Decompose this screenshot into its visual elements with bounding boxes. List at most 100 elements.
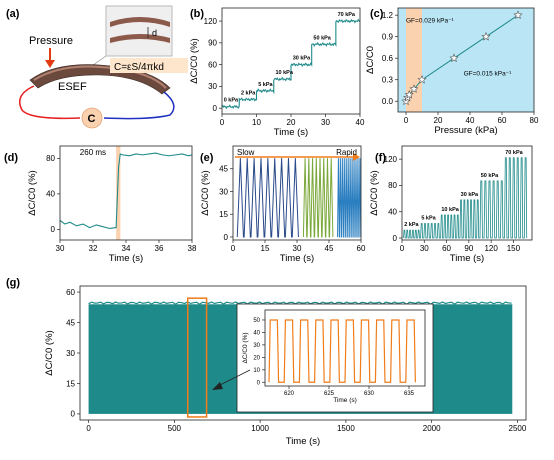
chart-g-inset-y-tick-label: 20 [253, 355, 260, 361]
chart-b-step-label: 50 kPa [313, 35, 331, 41]
chart-c-x-tick-label: 60 [498, 116, 507, 125]
chart-e-x-tick-label: 15 [261, 244, 270, 253]
wire-red [19, 85, 81, 120]
chart-g-inset-y-tick-label: 50 [253, 318, 260, 324]
chart-c-frame [397, 7, 535, 113]
chart-d-x-tick-label: 32 [89, 244, 98, 253]
chart-e-arrow-head-icon [353, 153, 360, 161]
chart-g-x-tick-label: 2000 [423, 424, 441, 433]
chart-g-frame [79, 285, 527, 421]
chart-g-inset-pointer-arrow-icon [212, 382, 223, 390]
chart-g-x-tick-label: 2500 [509, 424, 527, 433]
chart-c-star-point [404, 90, 414, 99]
chart-d-group: 30 32 34 36 38 0 40 80 Time (s) ΔC/C0 (%) 260 ms [27, 145, 197, 264]
chart-c-y-tick-label: 0.3 [382, 76, 394, 85]
chart-c-bg-right [422, 8, 534, 112]
chart-c-annotation: GF=0.015 kPa⁻¹ [464, 70, 513, 77]
zoom-layer-top [110, 17, 170, 27]
chart-b-y-tick-label: 30 [208, 82, 217, 91]
chart-c-group: 0 20 40 60 80 0.0 0.3 0.6 0.9 1.2 Pressure (kPa) ΔC… [365, 7, 539, 136]
chart-b-x-tick-label: 0 [220, 118, 225, 127]
chart-g-inset-x-tick-label: 625 [324, 391, 335, 397]
panel-label-g: (g) [6, 277, 20, 289]
chart-g-inset-frame [264, 309, 426, 387]
chart-g-inset-x-tick-label: 630 [364, 391, 375, 397]
chart-b-step-label: 0 kPa [224, 98, 239, 104]
chart-f-x-tick-label: 60 [442, 244, 451, 253]
chart-e-arrow-label-slow: Slow [237, 148, 255, 157]
chart-c-y-axis-label: ΔC/C0 [365, 46, 376, 74]
chart-b-y-tick-label: 120 [204, 17, 218, 26]
formula-box [110, 58, 188, 73]
chart-d-highlight-band [116, 146, 121, 240]
chart-c-star-point [409, 84, 419, 93]
chart-f-x-tick-label: 120 [484, 244, 498, 253]
chart-e-y-tick-label: 30 [219, 187, 228, 196]
chart-b-frame [221, 7, 361, 115]
device-label: ESEF [58, 81, 87, 93]
chart-g-y-axis-label: ΔC/C0 (%) [44, 330, 55, 375]
chart-g-y-tick-label: 0 [71, 410, 76, 419]
chart-f-y-tick-label: 40 [388, 208, 397, 217]
chart-g-inset-y-tick-label: 0 [257, 380, 261, 386]
chart-b-x-tick-label: 20 [287, 118, 296, 127]
panel-label-b: (b) [190, 8, 204, 20]
chart-b-step-label: 30 kPa [293, 56, 311, 62]
chart-b-group: 0 10 20 30 40 0 30 60 90 120 Time (s) ΔC/C0 (%) 0 kP… [189, 7, 365, 138]
formula-label: C=εS/4πkd [114, 62, 164, 73]
chart-g-x-tick-label: 1500 [337, 424, 355, 433]
zoom-layer-bottom [110, 34, 170, 43]
chart-f-y-tick-label: 80 [388, 181, 397, 190]
chart-e-x-tick-label: 45 [325, 244, 334, 253]
chart-c-x-tick-label: 80 [530, 116, 539, 125]
chart-g-y-tick-label: 60 [66, 288, 75, 297]
chart-c-y-tick-label: 0.0 [382, 97, 394, 106]
chart-f-level-label: 2 kPa [404, 222, 419, 228]
panel-label-a: (a) [6, 8, 20, 20]
chart-e-x-tick-label: 0 [231, 244, 236, 253]
chart-e-x-tick-label: 60 [357, 244, 366, 253]
panel-label-e: (e) [200, 152, 214, 164]
chart-c-x-tick-label: 40 [466, 116, 475, 125]
chart-c-y-tick-label: 1.2 [382, 11, 394, 20]
chart-f-level-label: 10 kPa [441, 207, 459, 213]
chart-b-y-tick-label: 60 [208, 60, 217, 69]
chart-g-inset-group: 620 625 630 635 0 10 20 30 40 50 Time (s) ΔC/C0 (%) [242, 309, 426, 404]
chart-e-y-tick-label: 45 [219, 165, 228, 174]
chart-g-x-axis-label: Time (s) [286, 436, 320, 447]
chart-g-x-tick-label: 500 [168, 424, 182, 433]
chart-c-star-point [513, 10, 523, 20]
chart-b-x-tick-label: 30 [321, 118, 330, 127]
chart-f-y-tick-label: 0 [393, 234, 398, 243]
chart-f-x-axis-label: Time (s) [450, 253, 484, 264]
chart-c-x-axis-label: Pressure (kPa) [434, 125, 497, 136]
chart-d-y-tick-label: 80 [46, 154, 55, 163]
chart-e-series-blue [337, 158, 362, 238]
chart-b-step-label: 5 kPa [258, 82, 273, 88]
capacitance-meter-label: C [88, 113, 96, 125]
chart-d-frame [59, 145, 193, 241]
esef-device-top-layer [33, 65, 167, 89]
chart-d-x-axis-label: Time (s) [109, 253, 143, 264]
chart-c-y-tick-label: 0.6 [382, 54, 394, 63]
schematic-panel-a: d Pressure ESEF C=εS/4πkd C [19, 5, 188, 129]
chart-c-star-point [417, 74, 427, 84]
chart-b-x-tick-label: 40 [356, 118, 365, 127]
chart-g-inset-series-line [268, 319, 416, 383]
chart-b-y-axis-label: ΔC/C0 (%) [189, 38, 200, 83]
chart-f-x-tick-label: 0 [400, 244, 405, 253]
chart-e-x-axis-label: Time (s) [280, 253, 314, 264]
chart-c-star-point [449, 53, 459, 63]
chart-d-y-tick-label: 40 [46, 190, 55, 199]
chart-e-frame [232, 145, 362, 241]
chart-c-star-point [481, 31, 491, 41]
panel-label-f: (f) [375, 152, 386, 164]
chart-d-x-tick-label: 30 [56, 244, 65, 253]
chart-e-series-green [302, 158, 334, 238]
chart-e-arrow-label-rapid: Rapid [336, 148, 357, 157]
chart-b-x-axis-label: Time (s) [274, 127, 308, 138]
chart-b-series-line [221, 18, 361, 110]
chart-d-x-tick-label: 34 [122, 244, 131, 253]
chart-c-highlight-band [406, 8, 422, 112]
